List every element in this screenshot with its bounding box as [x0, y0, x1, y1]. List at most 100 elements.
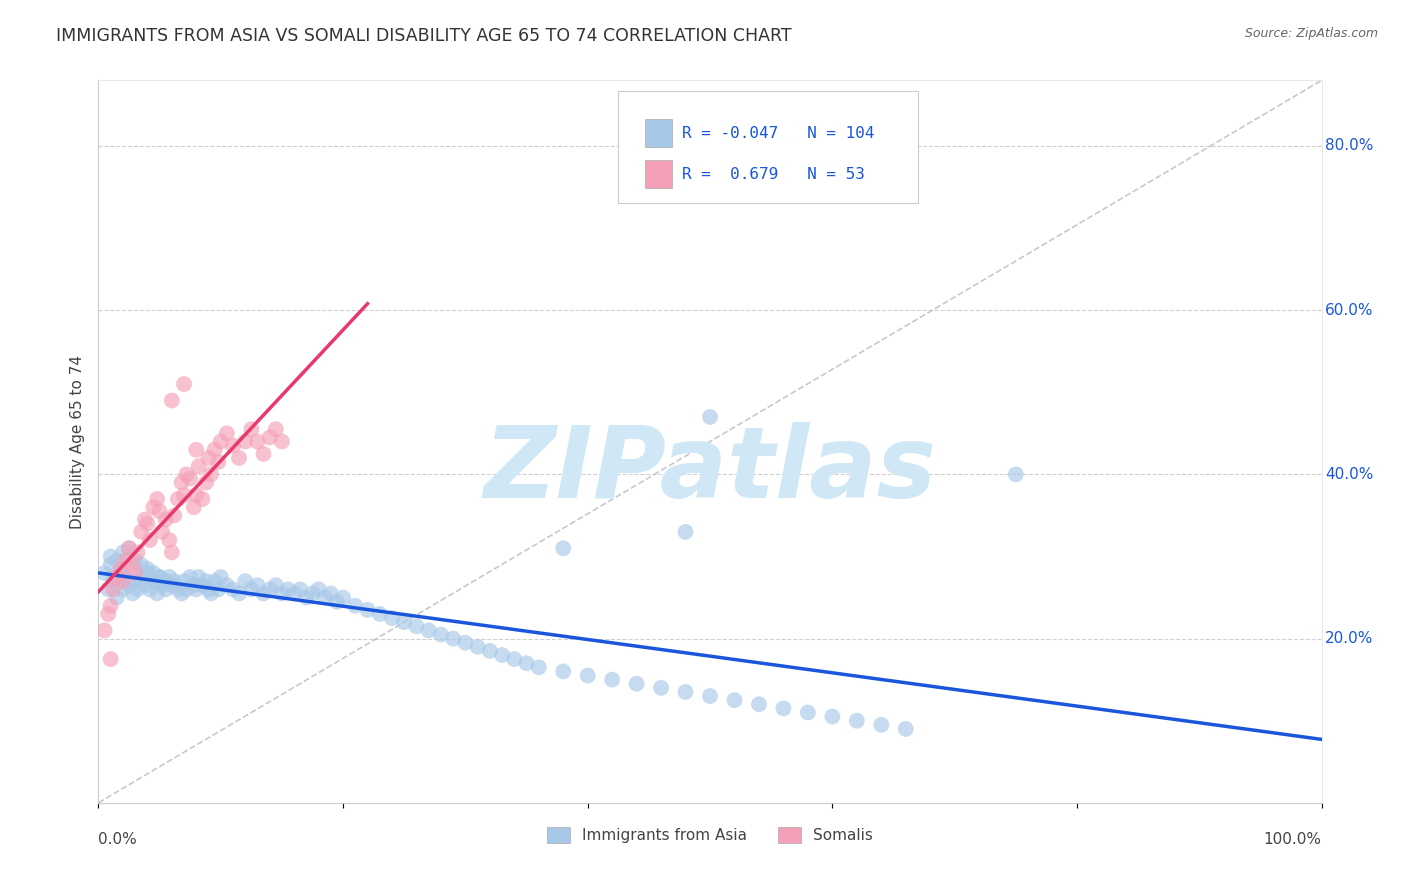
- Point: [894, 722, 917, 736]
- Point: [139, 533, 162, 547]
- Point: [105, 591, 128, 605]
- Point: [136, 566, 159, 580]
- Point: [121, 558, 143, 572]
- Point: [186, 442, 208, 457]
- Point: [150, 524, 173, 539]
- Point: [264, 578, 287, 592]
- Point: [173, 377, 195, 392]
- Point: [699, 689, 721, 703]
- Point: [295, 591, 318, 605]
- Point: [290, 582, 312, 597]
- Point: [149, 504, 172, 518]
- Point: [124, 553, 146, 567]
- Point: [246, 578, 269, 592]
- Text: 60.0%: 60.0%: [1326, 302, 1374, 318]
- Text: Source: ZipAtlas.com: Source: ZipAtlas.com: [1244, 27, 1378, 40]
- Point: [503, 652, 526, 666]
- Point: [197, 582, 219, 597]
- Point: [129, 570, 152, 584]
- Point: [222, 439, 245, 453]
- Point: [301, 586, 323, 600]
- Point: [124, 574, 146, 588]
- Point: [187, 459, 209, 474]
- Point: [170, 475, 193, 490]
- Point: [344, 599, 367, 613]
- Point: [368, 607, 391, 621]
- Point: [204, 442, 226, 457]
- Point: [121, 586, 143, 600]
- Point: [259, 582, 281, 597]
- Point: [207, 455, 229, 469]
- Text: 20.0%: 20.0%: [1326, 632, 1374, 646]
- Point: [183, 500, 205, 515]
- Point: [187, 570, 209, 584]
- Point: [650, 681, 672, 695]
- Point: [418, 624, 440, 638]
- Point: [100, 549, 122, 564]
- Point: [215, 578, 238, 592]
- Point: [136, 516, 159, 531]
- Point: [675, 685, 697, 699]
- Bar: [645, 161, 672, 188]
- Point: [454, 636, 477, 650]
- Point: [233, 434, 256, 449]
- Point: [129, 558, 152, 572]
- Point: [93, 566, 115, 580]
- Point: [270, 586, 294, 600]
- Point: [129, 524, 152, 539]
- Point: [277, 582, 299, 597]
- Point: [870, 718, 893, 732]
- Point: [845, 714, 868, 728]
- Point: [111, 545, 134, 559]
- Text: ZIPatlas: ZIPatlas: [484, 422, 936, 519]
- Point: [553, 541, 575, 556]
- Point: [723, 693, 745, 707]
- Point: [127, 545, 149, 559]
- Point: [139, 582, 162, 597]
- Point: [167, 491, 190, 506]
- Point: [195, 574, 218, 588]
- Point: [111, 582, 134, 597]
- Point: [527, 660, 550, 674]
- Point: [233, 574, 256, 588]
- Point: [252, 447, 274, 461]
- Point: [332, 591, 354, 605]
- Point: [142, 566, 165, 580]
- Point: [176, 467, 198, 482]
- Point: [111, 574, 134, 588]
- Point: [173, 488, 195, 502]
- Legend: Immigrants from Asia, Somalis: Immigrants from Asia, Somalis: [541, 822, 879, 849]
- Point: [101, 582, 124, 597]
- Point: [163, 574, 186, 588]
- Point: [228, 450, 250, 465]
- Point: [100, 599, 122, 613]
- Point: [105, 570, 128, 584]
- Point: [179, 570, 201, 584]
- Point: [246, 434, 269, 449]
- Point: [430, 627, 453, 641]
- Point: [97, 607, 120, 621]
- Point: [157, 533, 180, 547]
- Point: [215, 426, 238, 441]
- Point: [176, 582, 198, 597]
- Point: [134, 512, 156, 526]
- Point: [553, 665, 575, 679]
- Text: IMMIGRANTS FROM ASIA VS SOMALI DISABILITY AGE 65 TO 74 CORRELATION CHART: IMMIGRANTS FROM ASIA VS SOMALI DISABILIT…: [56, 27, 792, 45]
- Point: [155, 512, 177, 526]
- Point: [160, 393, 183, 408]
- Point: [124, 566, 146, 580]
- Point: [155, 582, 177, 597]
- Point: [179, 471, 201, 485]
- Point: [114, 553, 136, 567]
- Point: [1004, 467, 1026, 482]
- Point: [209, 434, 232, 449]
- Point: [405, 619, 427, 633]
- Point: [186, 582, 208, 597]
- Point: [478, 644, 501, 658]
- Point: [149, 570, 172, 584]
- Point: [699, 409, 721, 424]
- Point: [173, 574, 195, 588]
- Point: [134, 578, 156, 592]
- Point: [240, 422, 263, 436]
- Point: [264, 422, 287, 436]
